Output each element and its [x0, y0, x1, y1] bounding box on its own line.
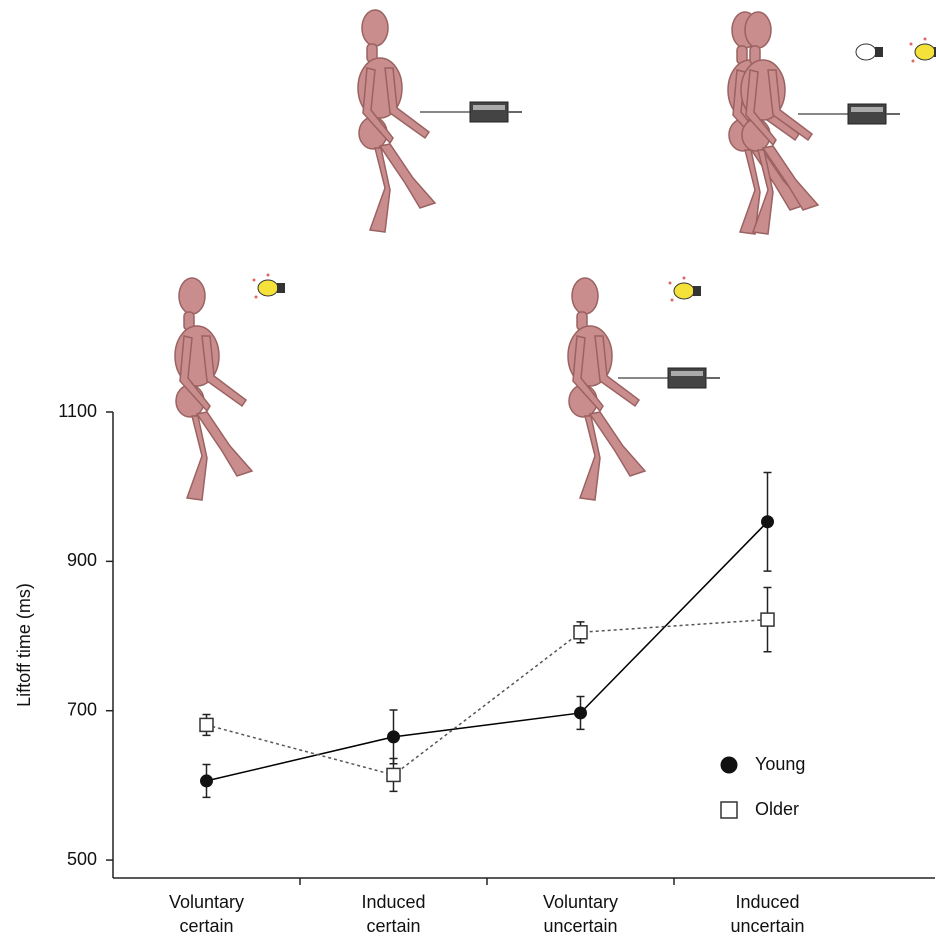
y-tick-label: 1100	[58, 401, 97, 421]
legend-marker	[721, 802, 737, 818]
y-axis-label: Liftoff time (ms)	[14, 583, 34, 707]
x-tick-label: Induced uncertain	[708, 890, 828, 938]
series-line	[207, 620, 768, 775]
series-line	[207, 522, 768, 781]
legend-marker	[721, 757, 738, 774]
y-tick-label: 700	[67, 699, 97, 719]
point	[200, 774, 213, 787]
point	[761, 515, 774, 528]
point	[574, 626, 587, 639]
chart: Liftoff time (ms) 500 700 900 1100 Young Olde…	[0, 0, 936, 940]
point	[574, 706, 587, 719]
legend-label: Older	[755, 799, 799, 819]
y-tick-label: 900	[67, 550, 97, 570]
point	[200, 718, 213, 731]
page: Liftoff time (ms) 500 700 900 1100 Young Olde…	[0, 0, 936, 940]
point	[387, 730, 400, 743]
illustrations	[175, 10, 936, 500]
x-tick-label: Voluntary certain	[147, 890, 267, 938]
point	[761, 613, 774, 626]
x-tick-label: Induced certain	[334, 890, 454, 938]
x-tick-label: Voluntary uncertain	[521, 890, 641, 938]
legend-label: Young	[755, 754, 805, 774]
y-tick-label: 500	[67, 849, 97, 869]
point	[387, 768, 400, 781]
